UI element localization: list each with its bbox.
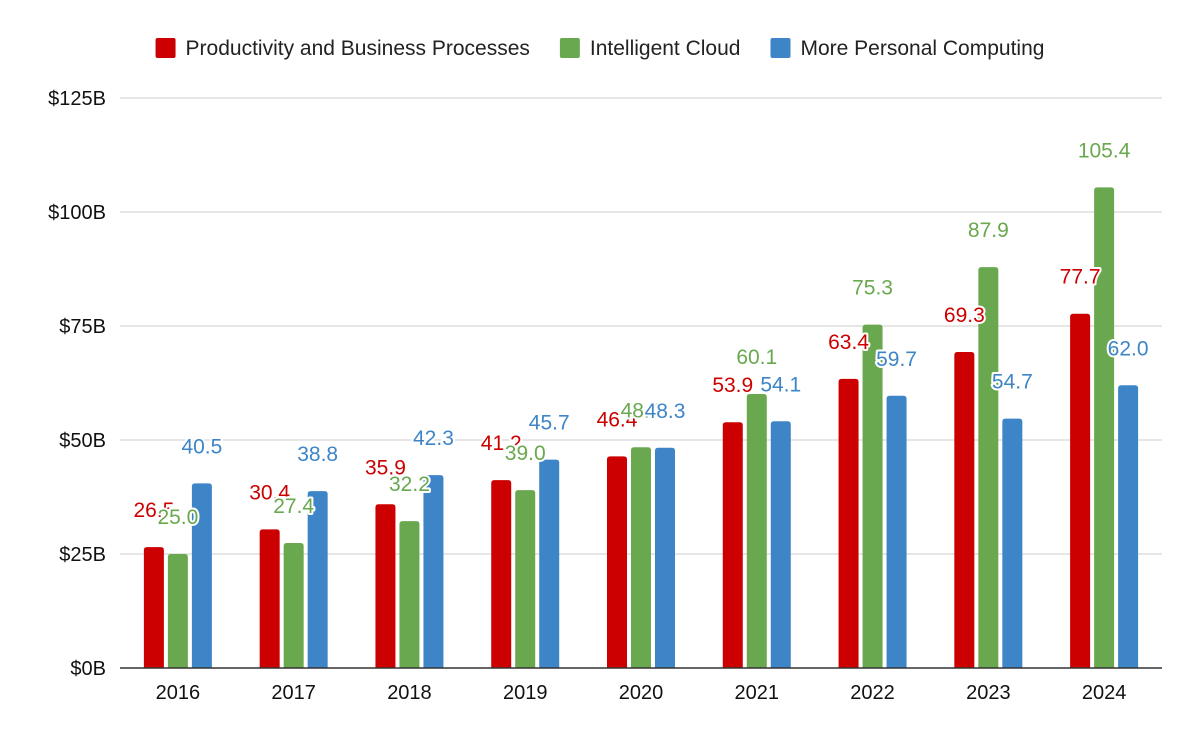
y-tick-label: $0B: [70, 658, 106, 680]
x-tick-label: 2019: [503, 682, 548, 704]
legend-label: Intelligent Cloud: [590, 37, 741, 60]
x-tick-label: 2023: [966, 682, 1011, 704]
y-tick-label: $125B: [48, 88, 106, 110]
data-label: 77.7: [1060, 266, 1101, 289]
bar: [954, 351, 975, 668]
data-label: 27.4: [273, 495, 314, 518]
y-tick-label: $100B: [48, 202, 106, 224]
axes: $0B $25B $50B $75B $100B $125B 2016 2017 2018 201…: [48, 88, 1162, 704]
x-tick-label: 2018: [387, 682, 432, 704]
bars: [143, 187, 1139, 668]
data-label: 35.9: [365, 456, 406, 479]
data-label: 75.3: [852, 277, 893, 300]
data-label: 41.2: [481, 432, 522, 455]
bar: [770, 421, 791, 668]
data-label: 87.9: [968, 219, 1009, 242]
legend-label: Productivity and Business Processes: [186, 37, 530, 60]
bar: [1002, 418, 1023, 668]
bar: [607, 456, 627, 668]
x-tick-label: 2020: [619, 682, 664, 704]
bar: [375, 504, 396, 668]
data-label: 48.4: [621, 399, 662, 422]
bar: [838, 378, 859, 668]
bar: [423, 475, 444, 668]
legend-swatch: [155, 38, 176, 58]
data-label: 32.2: [389, 473, 430, 496]
legend-label: More Personal Computing: [800, 37, 1044, 60]
bar: [655, 447, 675, 668]
data-label: 48.3: [645, 400, 686, 423]
bar: [191, 483, 212, 668]
data-label: 63.4: [828, 331, 869, 354]
data-label: 26.5: [133, 499, 174, 522]
data-label: 54.1: [760, 373, 801, 396]
bar: [143, 547, 164, 668]
bar: [515, 490, 536, 668]
bar: [862, 324, 883, 668]
bar: [491, 480, 512, 668]
bar: [746, 393, 767, 668]
y-tick-label: $25B: [59, 544, 106, 566]
data-labels: 26.525.0 40.5 30.427.4 38.8 35.932.2 42.3 41.2…: [131, 137, 1150, 531]
data-label: 39.0: [505, 442, 546, 465]
data-label: 38.8: [297, 443, 338, 466]
data-label: 53.9: [712, 374, 753, 397]
legend-swatch: [770, 38, 791, 58]
bar: [631, 447, 651, 668]
y-tick-label: $75B: [59, 316, 106, 338]
bar: [283, 543, 304, 668]
bar: [886, 395, 907, 668]
legend-swatch: [559, 38, 580, 58]
y-tick-label: $50B: [59, 430, 106, 452]
bar: [722, 422, 743, 668]
data-label: 25.0: [157, 506, 198, 529]
data-label: 59.7: [876, 348, 917, 371]
data-label: 46.4: [597, 408, 638, 431]
data-label: 30.4: [249, 481, 290, 504]
legend: Productivity and Business Processes Intel…: [155, 37, 1044, 60]
bar: [978, 267, 999, 668]
x-tick-label: 2024: [1082, 682, 1127, 704]
bar: [307, 491, 328, 668]
x-tick-label: 2022: [850, 682, 895, 704]
bar: [539, 459, 560, 668]
data-label: 60.1: [736, 346, 777, 369]
x-tick-label: 2021: [735, 682, 780, 704]
data-label: 69.3: [944, 304, 985, 327]
bar: [1118, 385, 1139, 668]
data-label: 42.3: [413, 427, 454, 450]
data-label: 105.4: [1078, 139, 1131, 162]
bar: [259, 529, 280, 668]
x-tick-label: 2016: [156, 682, 201, 704]
bar: [1094, 187, 1115, 668]
x-tick-label: 2017: [271, 682, 316, 704]
data-label: 40.5: [181, 435, 222, 458]
bar: [399, 521, 420, 668]
bar: [1070, 313, 1091, 668]
data-label: 62.0: [1108, 337, 1149, 360]
data-label: 45.7: [529, 412, 570, 435]
bar: [167, 554, 188, 668]
data-label: 54.7: [992, 371, 1033, 394]
